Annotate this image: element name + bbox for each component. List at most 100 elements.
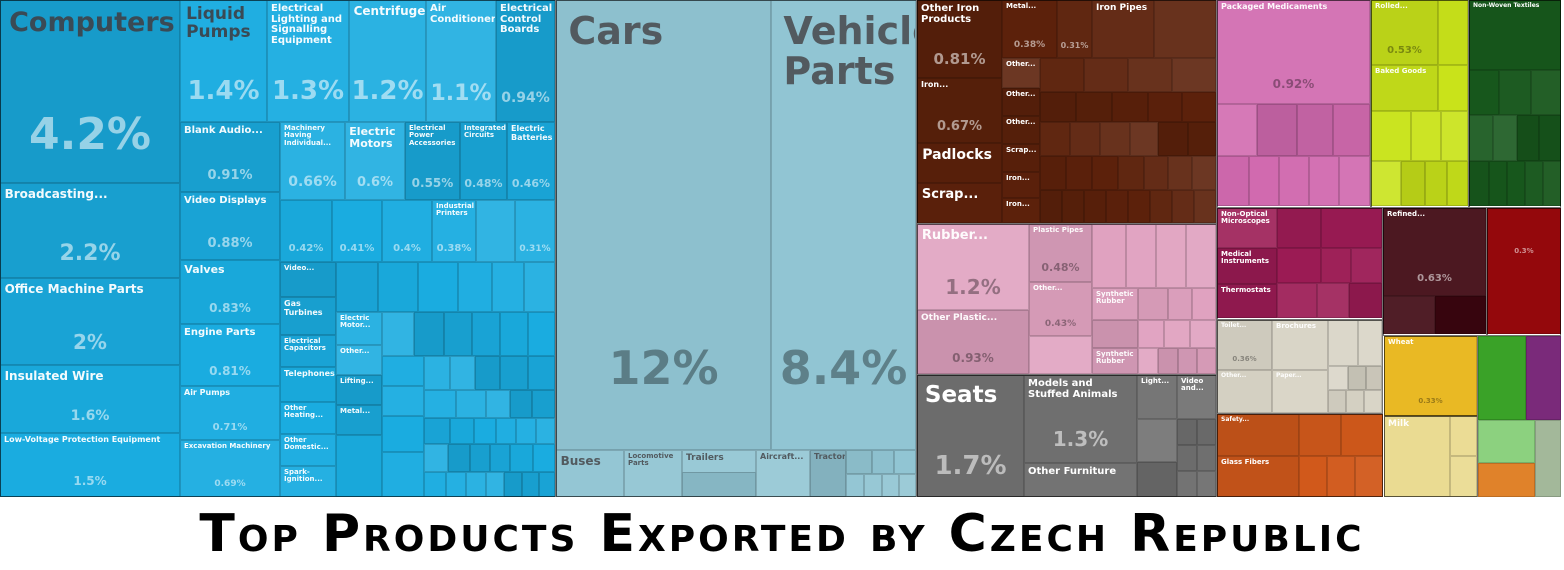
treemap-tile bbox=[1309, 156, 1339, 206]
treemap-tile-packaged-medicaments: Packaged Medicaments 0.92% bbox=[1217, 0, 1370, 104]
treemap-tile bbox=[1138, 348, 1158, 374]
treemap-tile bbox=[1137, 462, 1177, 497]
treemap-tile bbox=[382, 312, 414, 356]
treemap-tile-synthetic-rubber: Synthetic Rubber bbox=[1092, 348, 1138, 374]
treemap-tile bbox=[510, 444, 533, 472]
treemap-tile-other-heating: Other Heating... bbox=[280, 402, 336, 434]
treemap-tile-iron: Iron... bbox=[1002, 198, 1040, 223]
tile-label: Metal... bbox=[1006, 2, 1037, 11]
tile-percent: 0.63% bbox=[1417, 273, 1452, 285]
treemap-tile bbox=[382, 452, 424, 497]
treemap-tile bbox=[1257, 104, 1297, 156]
treemap-tile-buses: Buses bbox=[556, 450, 624, 497]
treemap-tile bbox=[1177, 471, 1197, 497]
treemap-tile-electric-motors: Electric Motors 0.6% bbox=[345, 122, 405, 200]
treemap-tile bbox=[1040, 156, 1066, 190]
tile-label: Brochures bbox=[1276, 322, 1317, 331]
treemap-tile bbox=[1366, 366, 1382, 390]
treemap-tile bbox=[1499, 70, 1531, 115]
treemap-tile bbox=[1327, 456, 1355, 497]
treemap-tile bbox=[1478, 420, 1535, 463]
tile-percent: 0.38% bbox=[1013, 40, 1046, 51]
treemap-tile-air-pumps: Air Pumps 0.71% bbox=[180, 386, 280, 440]
treemap-tile bbox=[1040, 92, 1076, 122]
tile-percent: 0.48% bbox=[464, 176, 503, 190]
tile-percent: 1.3% bbox=[271, 76, 345, 107]
tile-label: Milk bbox=[1388, 418, 1410, 429]
treemap-tile bbox=[1172, 190, 1194, 223]
tile-label: Medical Instruments bbox=[1221, 250, 1270, 266]
tile-percent: 0.36% bbox=[1232, 355, 1257, 363]
treemap-tile bbox=[466, 472, 486, 497]
treemap-tile bbox=[872, 450, 894, 474]
tile-percent: 12% bbox=[608, 341, 719, 395]
treemap-tile-other: Other... bbox=[1217, 370, 1272, 413]
treemap-tile bbox=[456, 390, 486, 418]
treemap-tile bbox=[1040, 190, 1062, 223]
tile-label: Synthetic Rubber bbox=[1096, 350, 1134, 366]
treemap-tile bbox=[1168, 156, 1192, 190]
tile-label: Trailers bbox=[686, 452, 724, 463]
tile-percent: 0.53% bbox=[1387, 45, 1422, 57]
treemap-tile bbox=[1299, 414, 1341, 456]
treemap-tile bbox=[450, 356, 475, 390]
treemap-tile-synthetic-rubber: Synthetic Rubber bbox=[1092, 288, 1138, 320]
treemap-tile bbox=[1158, 122, 1188, 156]
treemap-tile-non-optical-microscopes: Non-Optical Microscopes bbox=[1217, 208, 1277, 248]
tile-label: Light... bbox=[1141, 377, 1170, 386]
treemap-tile bbox=[1531, 70, 1561, 115]
tile-label: Wheat bbox=[1388, 338, 1414, 347]
treemap-tile-other: Other... 0.43% bbox=[1029, 282, 1092, 336]
tile-label: Other... bbox=[1006, 118, 1036, 127]
tile-percent: 0.83% bbox=[209, 301, 251, 316]
treemap-tile bbox=[1192, 288, 1216, 320]
tile-percent: 2% bbox=[73, 329, 107, 354]
treemap-tile bbox=[1154, 0, 1216, 58]
tile-label: Thermostats bbox=[1221, 286, 1271, 295]
treemap-tile bbox=[1358, 320, 1382, 366]
treemap-tile bbox=[1150, 190, 1172, 223]
tile-label: Other Domestic... bbox=[284, 436, 329, 452]
treemap-tile bbox=[444, 312, 472, 356]
treemap-tile bbox=[1297, 104, 1333, 156]
treemap-tile bbox=[864, 474, 882, 497]
treemap-tile bbox=[1441, 111, 1468, 161]
treemap-tile bbox=[1197, 419, 1216, 445]
tile-label: Rolled... bbox=[1375, 2, 1408, 11]
treemap-tile bbox=[1144, 156, 1168, 190]
treemap-tile bbox=[1438, 65, 1468, 111]
tile-label: Other Heating... bbox=[284, 404, 324, 420]
treemap-tile bbox=[899, 474, 916, 497]
treemap-tile bbox=[1277, 208, 1321, 248]
tile-percent: 8.4% bbox=[779, 341, 908, 395]
tile-percent: 0.31% bbox=[519, 243, 551, 254]
treemap-tile-padlocks: Padlocks bbox=[917, 143, 1002, 183]
treemap-tile bbox=[475, 356, 500, 390]
treemap-tile bbox=[424, 472, 446, 497]
treemap-tile bbox=[1526, 336, 1561, 420]
treemap-tile bbox=[496, 418, 516, 444]
treemap-tile bbox=[486, 472, 504, 497]
treemap-tile-vehicle-parts: Vehicle Parts 8.4% bbox=[771, 0, 916, 450]
tile-label: Lifting... bbox=[340, 377, 374, 386]
treemap-tile bbox=[450, 418, 474, 444]
tile-percent: 1.2% bbox=[945, 274, 1001, 299]
tile-percent: 1.4% bbox=[187, 76, 260, 107]
treemap-tile bbox=[1321, 208, 1382, 248]
treemap-tile-scrap: Scrap... bbox=[917, 183, 1002, 223]
treemap-tile bbox=[528, 312, 555, 356]
treemap-tile bbox=[1535, 420, 1561, 497]
tile-label: Non-Optical Microscopes bbox=[1221, 210, 1270, 226]
tile-label: Video... bbox=[284, 264, 315, 273]
treemap-tile-thermostats: Thermostats bbox=[1217, 284, 1277, 318]
tile-label: Non-Woven Textiles bbox=[1473, 2, 1540, 9]
treemap-tile-iron: Iron... bbox=[1002, 172, 1040, 198]
treemap-tile bbox=[1092, 320, 1138, 348]
treemap-tile bbox=[1469, 161, 1489, 206]
treemap-tile-other: Other... bbox=[1002, 58, 1040, 88]
treemap-tile bbox=[1328, 390, 1346, 413]
tile-percent: 0.46% bbox=[511, 176, 551, 190]
treemap-tile-milk: Milk bbox=[1384, 416, 1450, 497]
tile-label: Aircraft... bbox=[760, 452, 804, 462]
treemap-tile bbox=[1493, 115, 1517, 161]
